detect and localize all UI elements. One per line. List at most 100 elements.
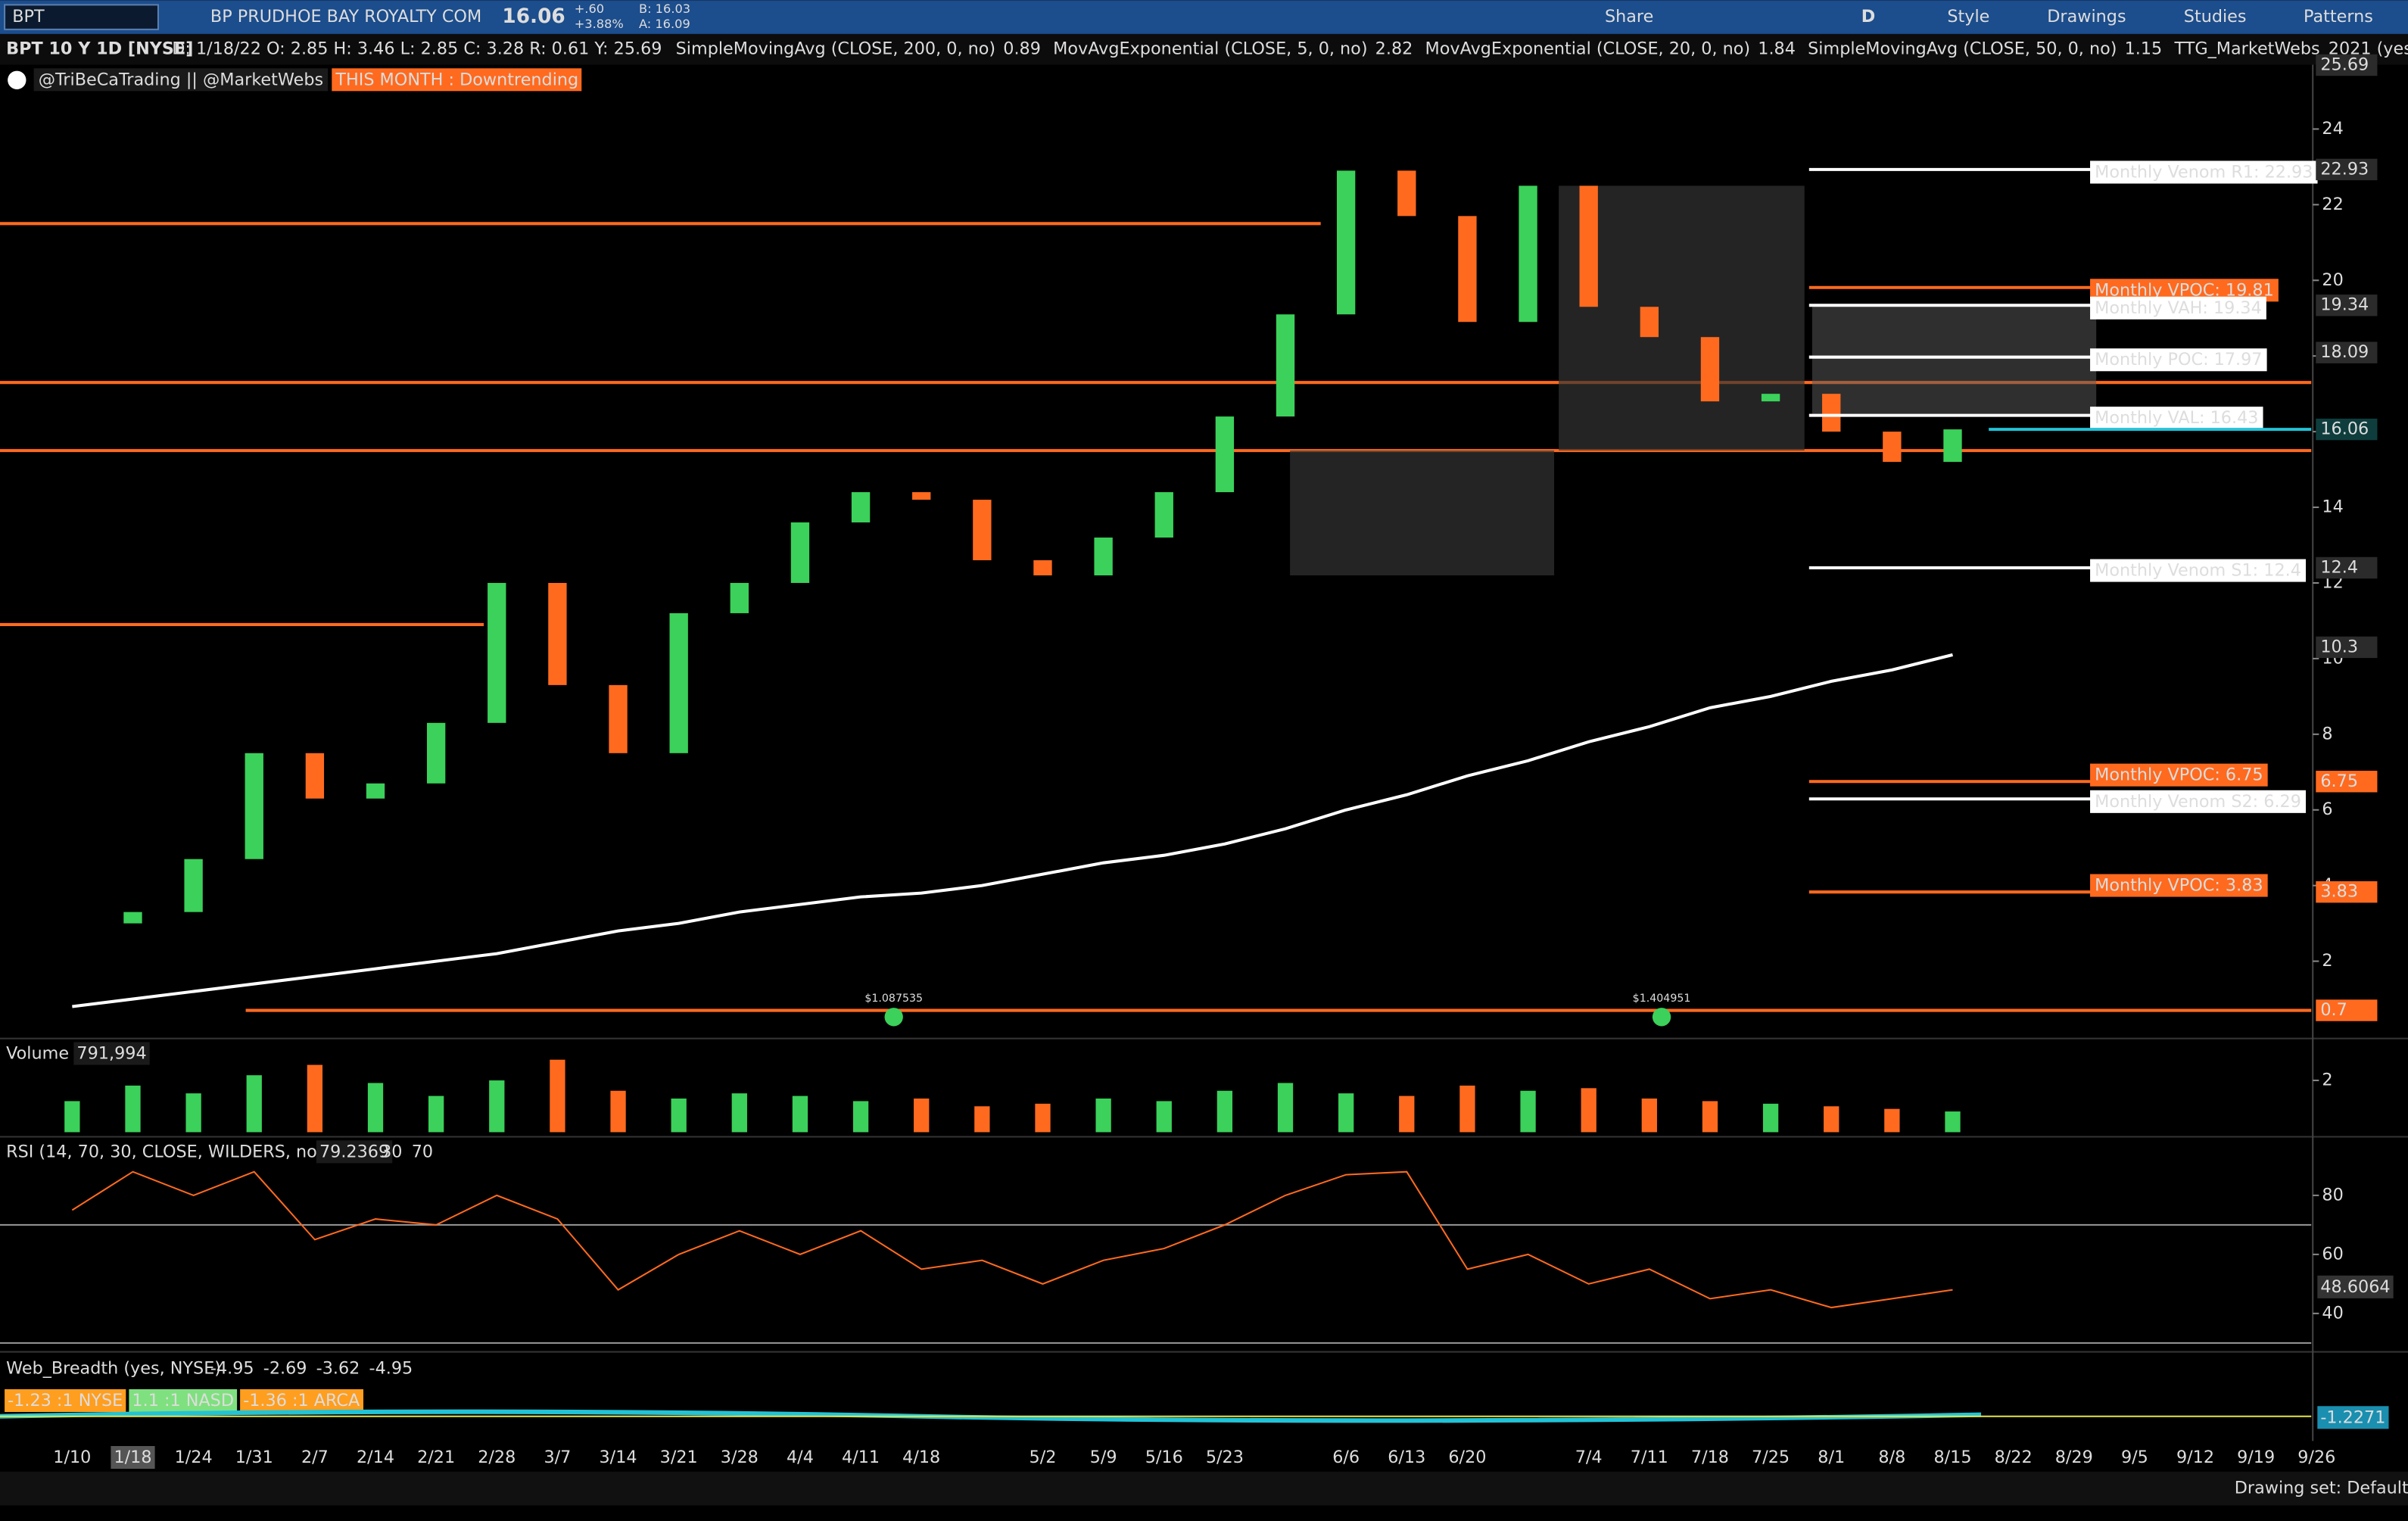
label-box bbox=[2317, 1275, 2394, 1298]
footer bbox=[0, 1471, 2408, 1506]
level-label: Monthly VAL: 16.43 bbox=[2095, 408, 2258, 428]
x-tick-label: 2/7 bbox=[301, 1448, 329, 1467]
toolbar-button[interactable]: Drawings bbox=[2047, 7, 2126, 26]
x-tick-label: 6/20 bbox=[1448, 1448, 1486, 1467]
volume-value: 791,994 bbox=[76, 1043, 146, 1063]
label-box bbox=[2317, 1406, 2389, 1429]
label-box bbox=[2090, 161, 2318, 184]
breadth-current: -1.2271 bbox=[2320, 1407, 2385, 1427]
volume-bar bbox=[1520, 1090, 1536, 1133]
label-box bbox=[33, 68, 329, 92]
candle bbox=[305, 753, 325, 799]
toolbar-button[interactable]: Share bbox=[1605, 7, 1653, 26]
candle bbox=[1943, 429, 1962, 463]
x-tick-label: 3/21 bbox=[660, 1448, 698, 1467]
volume-bar bbox=[1216, 1090, 1233, 1133]
alert-icon bbox=[8, 70, 26, 89]
symbol[interactable]: BPT bbox=[12, 7, 45, 26]
axis-marker bbox=[2316, 418, 2378, 441]
x-tick-label: 8/8 bbox=[1878, 1448, 1905, 1467]
x-tick-label: 5/16 bbox=[1145, 1448, 1183, 1467]
label-box bbox=[2090, 874, 2268, 897]
candle bbox=[426, 722, 446, 784]
candle bbox=[609, 684, 628, 753]
label-box bbox=[73, 1042, 150, 1065]
bid: B: 16.03 bbox=[639, 2, 690, 16]
x-tick-label: 5/2 bbox=[1030, 1448, 1057, 1467]
label-box bbox=[332, 68, 582, 92]
study-value: 2.82 bbox=[1375, 39, 1413, 59]
x-tick-label: 1/24 bbox=[175, 1448, 213, 1467]
x-tick-label: 7/18 bbox=[1691, 1448, 1729, 1467]
volume-bar bbox=[671, 1098, 687, 1133]
label-box bbox=[111, 1446, 155, 1470]
axis-marker bbox=[2316, 158, 2378, 181]
x-tick-label: 7/11 bbox=[1631, 1448, 1668, 1467]
y-tick-label: 6 bbox=[2322, 799, 2332, 819]
axis-marker-label: 16.06 bbox=[2320, 419, 2369, 439]
symbol-input[interactable] bbox=[4, 4, 159, 30]
volume-bar bbox=[1277, 1083, 1294, 1133]
x-tick-label: 8/1 bbox=[1818, 1448, 1845, 1467]
toolbar-button[interactable]: Patterns bbox=[2304, 7, 2373, 26]
breadth-value: -2.69 bbox=[263, 1358, 307, 1378]
volume-bar bbox=[64, 1101, 80, 1133]
axis-marker bbox=[2316, 636, 2378, 659]
x-tick-label: 9/12 bbox=[2176, 1448, 2214, 1467]
label-box bbox=[2090, 790, 2307, 813]
x-tick-label: 6/6 bbox=[1332, 1448, 1360, 1467]
x-tick-label: 8/15 bbox=[1933, 1448, 1971, 1467]
label-box bbox=[2090, 348, 2267, 372]
value-area bbox=[1290, 450, 1555, 575]
label-box bbox=[5, 1389, 126, 1412]
candle bbox=[1761, 394, 1780, 402]
axis-marker bbox=[2316, 771, 2378, 793]
candle bbox=[1822, 394, 1841, 432]
volume-bar bbox=[914, 1098, 930, 1133]
label-box bbox=[240, 1389, 364, 1412]
x-tick-label: 3/28 bbox=[721, 1448, 759, 1467]
value-area bbox=[1811, 305, 2097, 416]
ohlc-stats: D: 1/18/22 O: 2.85 H: 3.46 L: 2.85 C: 3.… bbox=[172, 39, 662, 59]
axis-marker-label: 0.7 bbox=[2320, 1000, 2347, 1020]
candle bbox=[366, 783, 385, 799]
x-tick-label: 2/28 bbox=[478, 1448, 516, 1467]
volume-bar bbox=[1399, 1096, 1415, 1133]
volume-bar bbox=[125, 1085, 141, 1133]
timeframe[interactable]: D bbox=[1861, 7, 1876, 26]
candle bbox=[1579, 185, 1598, 307]
y-tick-label: 80 bbox=[2322, 1185, 2343, 1205]
x-tick-label: 4/11 bbox=[842, 1448, 880, 1467]
y-tick-label: 2 bbox=[2322, 1071, 2332, 1090]
volume-bar bbox=[428, 1096, 444, 1133]
volume-bar bbox=[1945, 1111, 1961, 1133]
value-area bbox=[1559, 185, 1805, 451]
volume-label: Volume bbox=[6, 1043, 69, 1063]
toolbar-button[interactable]: Style bbox=[1947, 7, 1989, 26]
volume-bar bbox=[550, 1059, 565, 1133]
x-tick-label: 4/4 bbox=[787, 1448, 814, 1467]
level-label: Monthly VPOC: 3.83 bbox=[2095, 876, 2263, 896]
dividend-icon bbox=[884, 1008, 903, 1027]
candle bbox=[1336, 170, 1356, 315]
candle bbox=[1154, 492, 1173, 538]
study-name: SimpleMovingAvg (CLOSE, 200, 0, no) bbox=[676, 39, 996, 59]
breadth-value: -4.95 bbox=[369, 1358, 413, 1378]
drawing-set[interactable]: Drawing set: Default bbox=[2235, 1479, 2408, 1498]
label-box bbox=[2090, 559, 2307, 582]
x-tick-label: 7/4 bbox=[1575, 1448, 1603, 1467]
candle bbox=[912, 492, 931, 500]
volume-bar bbox=[1156, 1101, 1172, 1133]
volume-bar bbox=[1702, 1101, 1718, 1133]
change-pct: +3.88% bbox=[575, 17, 624, 31]
volume-bar bbox=[1824, 1106, 1839, 1133]
x-tick-label: 2/21 bbox=[417, 1448, 455, 1467]
rsi-label: RSI (14, 70, 30, CLOSE, WILDERS, no) bbox=[6, 1142, 323, 1161]
toolbar-button[interactable]: Studies bbox=[2184, 7, 2247, 26]
candle bbox=[184, 859, 203, 912]
candle bbox=[1640, 307, 1659, 338]
change: +.60 bbox=[575, 2, 604, 16]
toolbar bbox=[0, 0, 2408, 34]
x-tick-label: 9/5 bbox=[2121, 1448, 2148, 1467]
